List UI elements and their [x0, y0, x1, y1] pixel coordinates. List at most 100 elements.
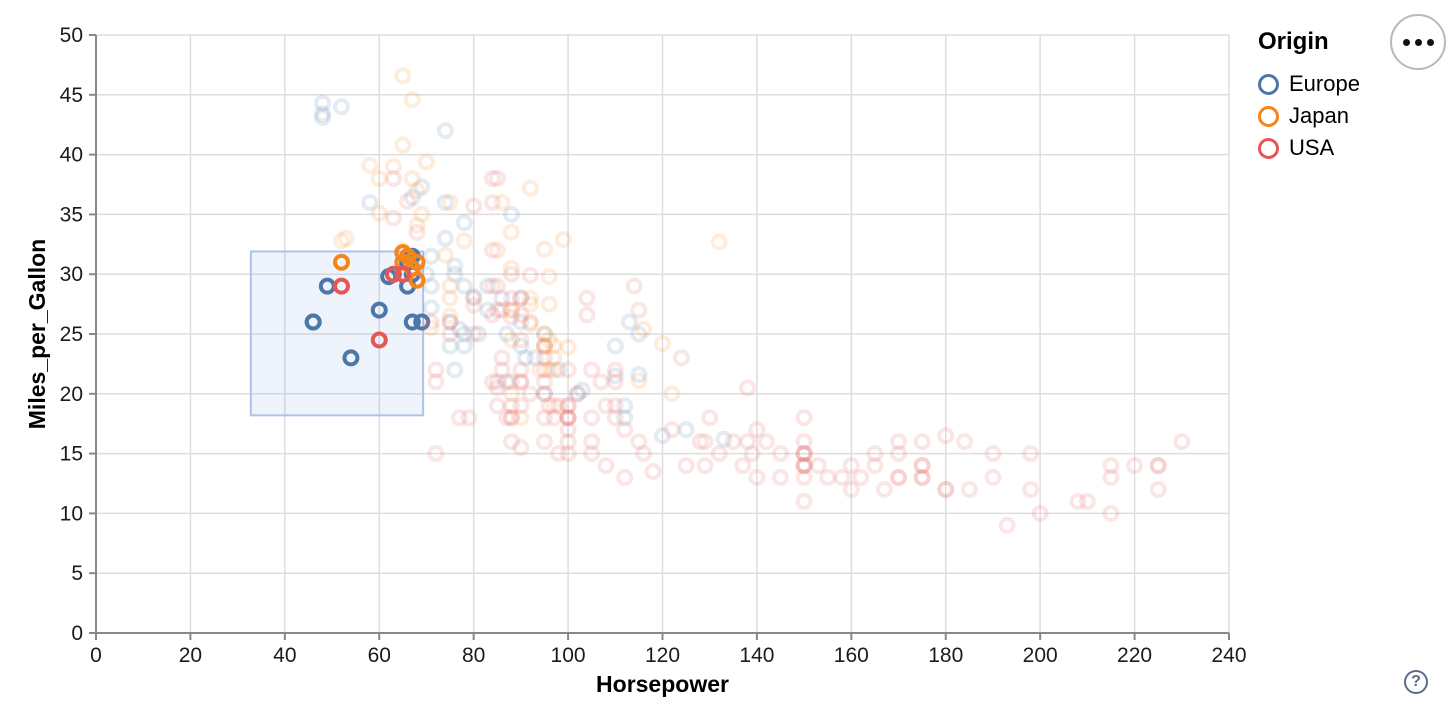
data-point — [583, 361, 601, 379]
data-point — [484, 193, 502, 211]
data-point — [455, 232, 473, 250]
data-point — [635, 320, 653, 338]
data-point — [550, 445, 568, 463]
data-point — [502, 289, 520, 307]
legend-item-europe: Europe — [1258, 68, 1360, 100]
data-point — [535, 337, 553, 355]
data-point — [332, 277, 350, 295]
data-point — [361, 156, 379, 174]
data-point — [332, 232, 350, 250]
data-point — [540, 397, 558, 415]
data-point — [512, 331, 530, 349]
data-point — [436, 193, 454, 211]
data-point — [597, 397, 615, 415]
data-point — [502, 397, 520, 415]
data-point — [1102, 469, 1120, 487]
data-point — [498, 373, 516, 391]
data-point — [998, 516, 1016, 534]
data-point — [370, 331, 388, 349]
data-point — [644, 463, 662, 481]
data-point — [502, 409, 520, 427]
data-point — [512, 313, 530, 331]
x-tick-label: 20 — [179, 644, 202, 667]
data-point — [677, 421, 695, 439]
chart-actions-button[interactable] — [1390, 14, 1446, 70]
data-point — [578, 289, 596, 307]
data-point — [384, 265, 402, 283]
data-point — [370, 170, 388, 188]
data-point — [559, 397, 577, 415]
data-point — [535, 349, 553, 367]
data-point — [1069, 492, 1087, 510]
data-point — [394, 67, 412, 85]
data-points — [304, 67, 1191, 534]
data-point — [465, 288, 483, 306]
data-point — [559, 433, 577, 451]
data-point — [479, 301, 497, 319]
data-point — [691, 433, 709, 451]
x-tick-label: 0 — [90, 644, 102, 667]
data-point — [738, 379, 756, 397]
data-point — [890, 469, 908, 487]
data-point — [488, 277, 506, 295]
data-point — [795, 445, 813, 463]
data-point — [502, 331, 520, 349]
data-point — [535, 409, 553, 427]
data-point — [960, 480, 978, 498]
help-button[interactable]: ? — [1404, 670, 1428, 694]
data-point — [403, 189, 421, 207]
x-tick-label: 100 — [551, 644, 586, 667]
data-point — [441, 313, 459, 331]
data-point — [545, 361, 563, 379]
x-tick-label: 220 — [1117, 644, 1152, 667]
data-point — [937, 427, 955, 445]
data-point — [384, 158, 402, 176]
data-point — [890, 433, 908, 451]
data-point — [446, 257, 464, 275]
data-point — [1149, 457, 1167, 475]
y-tick-label: 0 — [71, 622, 83, 645]
data-point — [748, 421, 766, 439]
data-point — [535, 337, 553, 355]
data-point — [441, 313, 459, 331]
data-point — [521, 295, 539, 313]
data-point — [630, 325, 648, 343]
data-point — [498, 409, 516, 427]
data-point — [937, 480, 955, 498]
data-point — [488, 397, 506, 415]
data-point — [535, 373, 553, 391]
data-point — [616, 409, 634, 427]
data-point — [984, 469, 1002, 487]
data-point — [493, 193, 511, 211]
data-point — [502, 259, 520, 277]
data-point — [488, 379, 506, 397]
data-point — [535, 385, 553, 403]
data-point — [875, 480, 893, 498]
data-point — [1102, 457, 1120, 475]
data-point — [451, 409, 469, 427]
data-point — [399, 192, 417, 210]
data-point — [417, 153, 435, 171]
y-tick-label: 30 — [60, 263, 83, 286]
data-point — [484, 241, 502, 259]
data-point — [521, 313, 539, 331]
europe-point-icon — [1258, 73, 1279, 95]
data-point — [512, 289, 530, 307]
data-point — [569, 385, 587, 403]
data-point — [757, 433, 775, 451]
data-point — [734, 457, 752, 475]
data-point — [512, 289, 530, 307]
data-point — [493, 361, 511, 379]
data-point — [559, 421, 577, 439]
data-point — [866, 445, 884, 463]
data-point — [465, 289, 483, 307]
data-point — [526, 349, 544, 367]
data-point — [795, 445, 813, 463]
axes: 0 20 40 60 80 100 120 140 160 180 200 220 240 0 5 10 15 2… — [60, 24, 1247, 667]
data-point — [493, 301, 511, 319]
data-point — [488, 241, 506, 259]
data-point — [521, 315, 539, 333]
data-point — [521, 266, 539, 284]
data-point — [559, 409, 577, 427]
